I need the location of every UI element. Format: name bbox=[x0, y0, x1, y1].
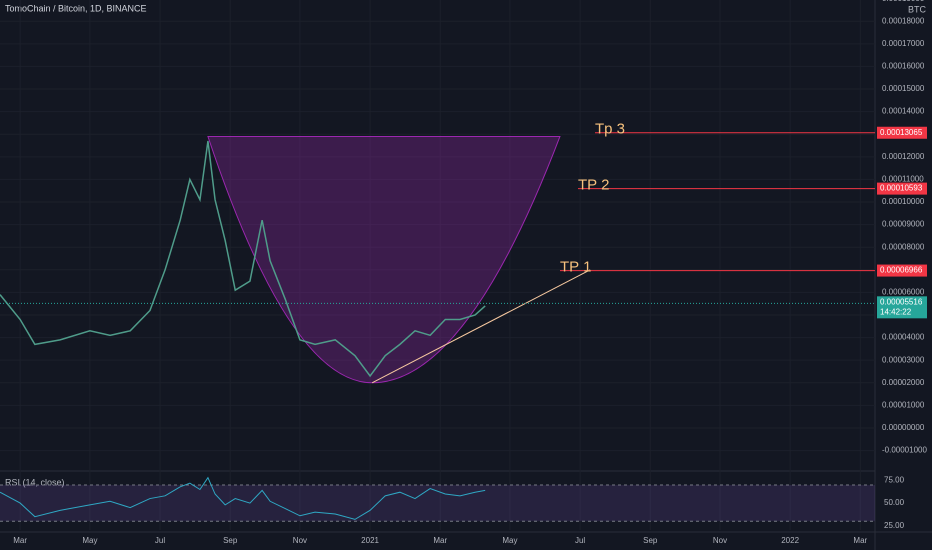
countdown: 14:42:22 bbox=[880, 307, 912, 316]
y-tick-label: 0.00011000 bbox=[882, 175, 924, 184]
x-tick-label: Nov bbox=[713, 536, 727, 545]
rsi-tick-label: 50.00 bbox=[884, 498, 905, 507]
x-tick-label: Sep bbox=[643, 536, 658, 545]
y-tick-label: 0.00019000 bbox=[882, 0, 925, 3]
y-tick-label: 0.00015000 bbox=[882, 84, 925, 93]
y-tick-label: 0.00002000 bbox=[882, 378, 925, 387]
x-tick-label: 2021 bbox=[361, 536, 379, 545]
y-tick-label: 0.00012000 bbox=[882, 152, 925, 161]
target-box bbox=[877, 182, 927, 195]
y-unit: BTC bbox=[908, 4, 927, 14]
y-tick-label: 0.00001000 bbox=[882, 400, 925, 409]
target-box bbox=[877, 126, 927, 139]
last-price-box bbox=[877, 296, 927, 319]
target-label: TP 1 bbox=[560, 259, 591, 276]
x-tick-label: Sep bbox=[223, 536, 238, 545]
x-tick-label: Mar bbox=[13, 536, 27, 545]
y-tick-label: 0.00010000 bbox=[882, 197, 925, 206]
y-tick-label: 0.00018000 bbox=[882, 16, 925, 25]
x-tick-label: Mar bbox=[853, 536, 867, 545]
rsi-band bbox=[0, 484, 875, 522]
target-value: 0.00006966 bbox=[880, 266, 923, 275]
target-box bbox=[877, 264, 927, 277]
y-tick-label: 0.00000000 bbox=[882, 423, 925, 432]
target-value: 0.00013065 bbox=[880, 128, 923, 137]
rsi-title: RSI (14, close) bbox=[5, 477, 65, 487]
target-value: 0.00010593 bbox=[880, 184, 923, 193]
x-tick-label: 2022 bbox=[781, 536, 799, 545]
x-tick-label: Mar bbox=[433, 536, 447, 545]
trendline bbox=[371, 269, 591, 384]
rsi-line bbox=[0, 476, 486, 520]
y-tick-label: 0.00003000 bbox=[882, 355, 925, 364]
y-tick-label: 0.00004000 bbox=[882, 333, 925, 342]
y-tick-label: 0.00017000 bbox=[882, 39, 925, 48]
x-tick-label: May bbox=[82, 536, 97, 545]
target-label: TP 2 bbox=[578, 177, 609, 194]
y-tick-label: 0.00014000 bbox=[882, 107, 925, 116]
rsi-tick-label: 25.00 bbox=[884, 521, 905, 530]
y-tick-label: 0.00016000 bbox=[882, 62, 925, 71]
x-tick-label: May bbox=[502, 536, 517, 545]
chart-title: TomoChain / Bitcoin, 1D, BINANCE bbox=[5, 3, 147, 13]
last-price-label: 0.00005516 bbox=[880, 297, 923, 306]
price-line bbox=[0, 140, 486, 378]
y-tick-label: 0.00009000 bbox=[882, 220, 925, 229]
target-label: Tp 3 bbox=[595, 121, 625, 138]
y-tick-label: 0.00006000 bbox=[882, 288, 925, 297]
y-tick-label: -0.00001000 bbox=[882, 446, 927, 455]
x-tick-label: Jul bbox=[155, 536, 165, 545]
y-tick-label: 0.00008000 bbox=[882, 242, 925, 251]
rsi-tick-label: 75.00 bbox=[884, 476, 905, 485]
x-tick-label: Jul bbox=[575, 536, 585, 545]
x-tick-label: Nov bbox=[293, 536, 307, 545]
